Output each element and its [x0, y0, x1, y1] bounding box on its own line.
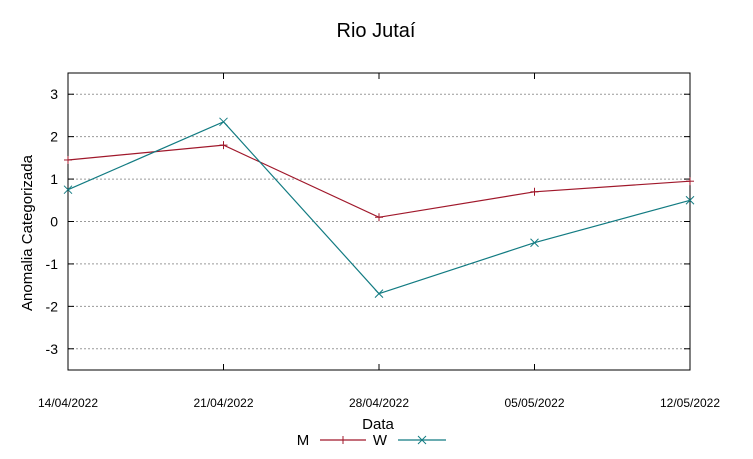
- y-tick-label: 2: [50, 129, 58, 145]
- data-point: [417, 435, 427, 445]
- legend-label: W: [373, 432, 388, 449]
- data-point: [219, 117, 228, 127]
- series-W: [63, 117, 695, 298]
- x-tick-label: 14/04/2022: [38, 396, 98, 410]
- y-axis-label: Anomalia Categorizada: [19, 154, 36, 311]
- legend-item-M: M: [297, 432, 366, 449]
- y-tick-label: -1: [46, 256, 59, 272]
- y-tick-label: 3: [50, 86, 58, 102]
- series-group: [63, 117, 695, 298]
- x-tick-label: 28/04/2022: [349, 396, 409, 410]
- grid: [68, 93, 690, 350]
- chart-title: Rio Jutaí: [337, 20, 416, 42]
- data-point: [685, 195, 695, 205]
- legend-item-W: W: [373, 432, 446, 449]
- data-point: [530, 238, 539, 248]
- y-tick-label: 0: [50, 214, 58, 230]
- series-M: [64, 141, 694, 222]
- x-tick-label: 12/05/2022: [660, 396, 720, 410]
- series-line: [67, 121, 691, 295]
- data-point: [63, 185, 73, 195]
- x-axis-label: Data: [362, 416, 394, 433]
- legend-label: M: [297, 432, 310, 449]
- data-point: [374, 289, 384, 298]
- series-line: [67, 144, 691, 218]
- x-tick-label: 21/04/2022: [193, 396, 253, 410]
- x-axis: 14/04/2022 21/04/2022 28/04/2022 05/05/2022…: [38, 73, 720, 410]
- y-tick-label: -3: [46, 341, 59, 357]
- y-tick-label: -2: [46, 298, 59, 314]
- x-tick-label: 05/05/2022: [504, 396, 564, 410]
- y-tick-label: 1: [50, 171, 58, 187]
- y-axis: 3 2 1 0 -1 -2 -3: [46, 86, 690, 357]
